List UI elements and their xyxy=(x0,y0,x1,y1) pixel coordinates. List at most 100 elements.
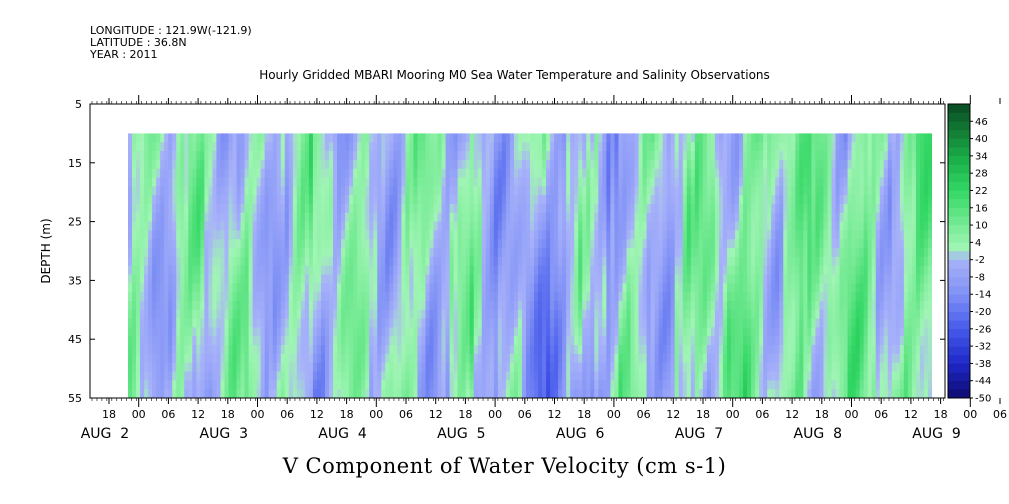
heatmap-cell xyxy=(204,371,209,381)
heatmap-cell xyxy=(690,345,696,355)
heatmap-cell xyxy=(614,248,619,258)
heatmap-cell xyxy=(658,203,664,214)
heatmap-cell xyxy=(345,300,350,311)
heatmap-cell xyxy=(381,309,386,320)
heatmap-cell xyxy=(417,221,422,231)
heatmap-cell xyxy=(292,300,298,311)
heatmap-cell xyxy=(220,248,225,258)
heatmap-cell xyxy=(469,142,475,152)
heatmap-cell xyxy=(678,380,684,390)
heatmap-cell xyxy=(538,336,543,346)
heatmap-cell xyxy=(662,159,668,170)
heatmap-cell xyxy=(304,380,310,390)
heatmap-cell xyxy=(610,380,615,390)
heatmap-cell xyxy=(622,345,627,355)
heatmap-cell xyxy=(373,265,378,275)
heatmap-cell xyxy=(678,177,684,187)
heatmap-cell xyxy=(755,371,760,381)
heatmap-cell xyxy=(602,292,607,302)
heatmap-cell xyxy=(316,133,322,143)
heatmap-cell xyxy=(759,353,764,364)
heatmap-cell xyxy=(272,292,278,302)
heatmap-cell xyxy=(373,380,378,390)
heatmap-cell xyxy=(441,371,446,381)
heatmap-cell xyxy=(276,362,282,372)
heatmap-cell xyxy=(409,380,414,390)
heatmap-cell xyxy=(240,221,245,231)
heatmap-cell xyxy=(168,380,173,390)
heatmap-cell xyxy=(578,389,583,398)
heatmap-cell xyxy=(369,248,374,258)
heatmap-cell xyxy=(164,168,169,178)
heatmap-cell xyxy=(272,159,278,170)
heatmap-cell xyxy=(369,133,374,143)
heatmap-cell xyxy=(578,221,583,231)
heatmap-cell xyxy=(485,336,491,346)
heatmap-cell xyxy=(602,380,607,390)
heatmap-cell xyxy=(377,195,382,205)
heatmap-cell xyxy=(534,309,539,320)
heatmap-cell xyxy=(308,274,314,284)
heatmap-cell xyxy=(224,239,229,249)
heatmap-cell xyxy=(425,283,430,293)
heatmap-cell xyxy=(224,292,229,302)
heatmap-cell xyxy=(662,292,668,302)
heatmap-cell xyxy=(172,168,177,178)
heatmap-cell xyxy=(690,142,696,152)
heatmap-cell xyxy=(284,327,290,337)
heatmap-cell xyxy=(686,309,692,320)
heatmap-cell xyxy=(714,283,720,293)
heatmap-cell xyxy=(212,221,217,231)
heatmap-cell xyxy=(586,142,591,152)
heatmap-cell xyxy=(554,371,559,381)
heatmap-cell xyxy=(525,292,531,302)
heatmap-cell xyxy=(682,318,688,328)
heatmap-cell xyxy=(457,133,463,143)
heatmap-cell xyxy=(558,292,563,302)
heatmap-cell xyxy=(638,274,643,284)
heatmap-cell xyxy=(714,318,720,328)
heatmap-cell xyxy=(216,221,221,231)
heatmap-cell xyxy=(710,177,716,187)
heatmap-cell xyxy=(614,362,619,372)
heatmap-cell xyxy=(698,371,704,381)
heatmap-cell xyxy=(316,371,322,381)
heatmap-cell xyxy=(449,380,455,390)
heatmap-cell xyxy=(417,239,422,249)
heatmap-cell xyxy=(304,265,310,275)
heatmap-cell xyxy=(642,318,647,328)
heatmap-cell xyxy=(550,177,555,187)
heatmap-cell xyxy=(465,265,471,275)
heatmap-cell xyxy=(208,177,213,187)
heatmap-cell xyxy=(156,230,161,240)
heatmap-cell xyxy=(759,212,764,222)
heatmap-cell xyxy=(413,168,418,178)
heatmap-cell xyxy=(320,256,326,267)
heatmap-cell xyxy=(449,309,455,320)
heatmap-cell xyxy=(365,230,370,240)
heatmap-cell xyxy=(570,151,575,161)
heatmap-cell xyxy=(224,371,229,381)
heatmap-cell xyxy=(168,186,173,196)
heatmap-cell xyxy=(425,389,430,398)
heatmap-cell xyxy=(280,380,286,390)
heatmap-cell xyxy=(791,168,796,178)
heatmap-cell xyxy=(542,159,547,170)
heatmap-cell xyxy=(453,380,459,390)
heatmap-cell xyxy=(550,362,555,372)
heatmap-cell xyxy=(489,353,495,364)
heatmap-cell xyxy=(248,239,254,249)
heatmap-cell xyxy=(775,256,780,267)
heatmap-cell xyxy=(268,300,274,311)
heatmap-cell xyxy=(381,336,386,346)
heatmap-cell xyxy=(670,195,676,205)
heatmap-cell xyxy=(662,212,668,222)
heatmap-cell xyxy=(666,353,672,364)
heatmap-cell xyxy=(525,151,531,161)
heatmap-cell xyxy=(469,133,475,143)
heatmap-cell xyxy=(168,195,173,205)
heatmap-cell xyxy=(666,327,672,337)
heatmap-cell xyxy=(136,239,141,249)
heatmap-cell xyxy=(610,300,615,311)
heatmap-cell xyxy=(449,362,455,372)
